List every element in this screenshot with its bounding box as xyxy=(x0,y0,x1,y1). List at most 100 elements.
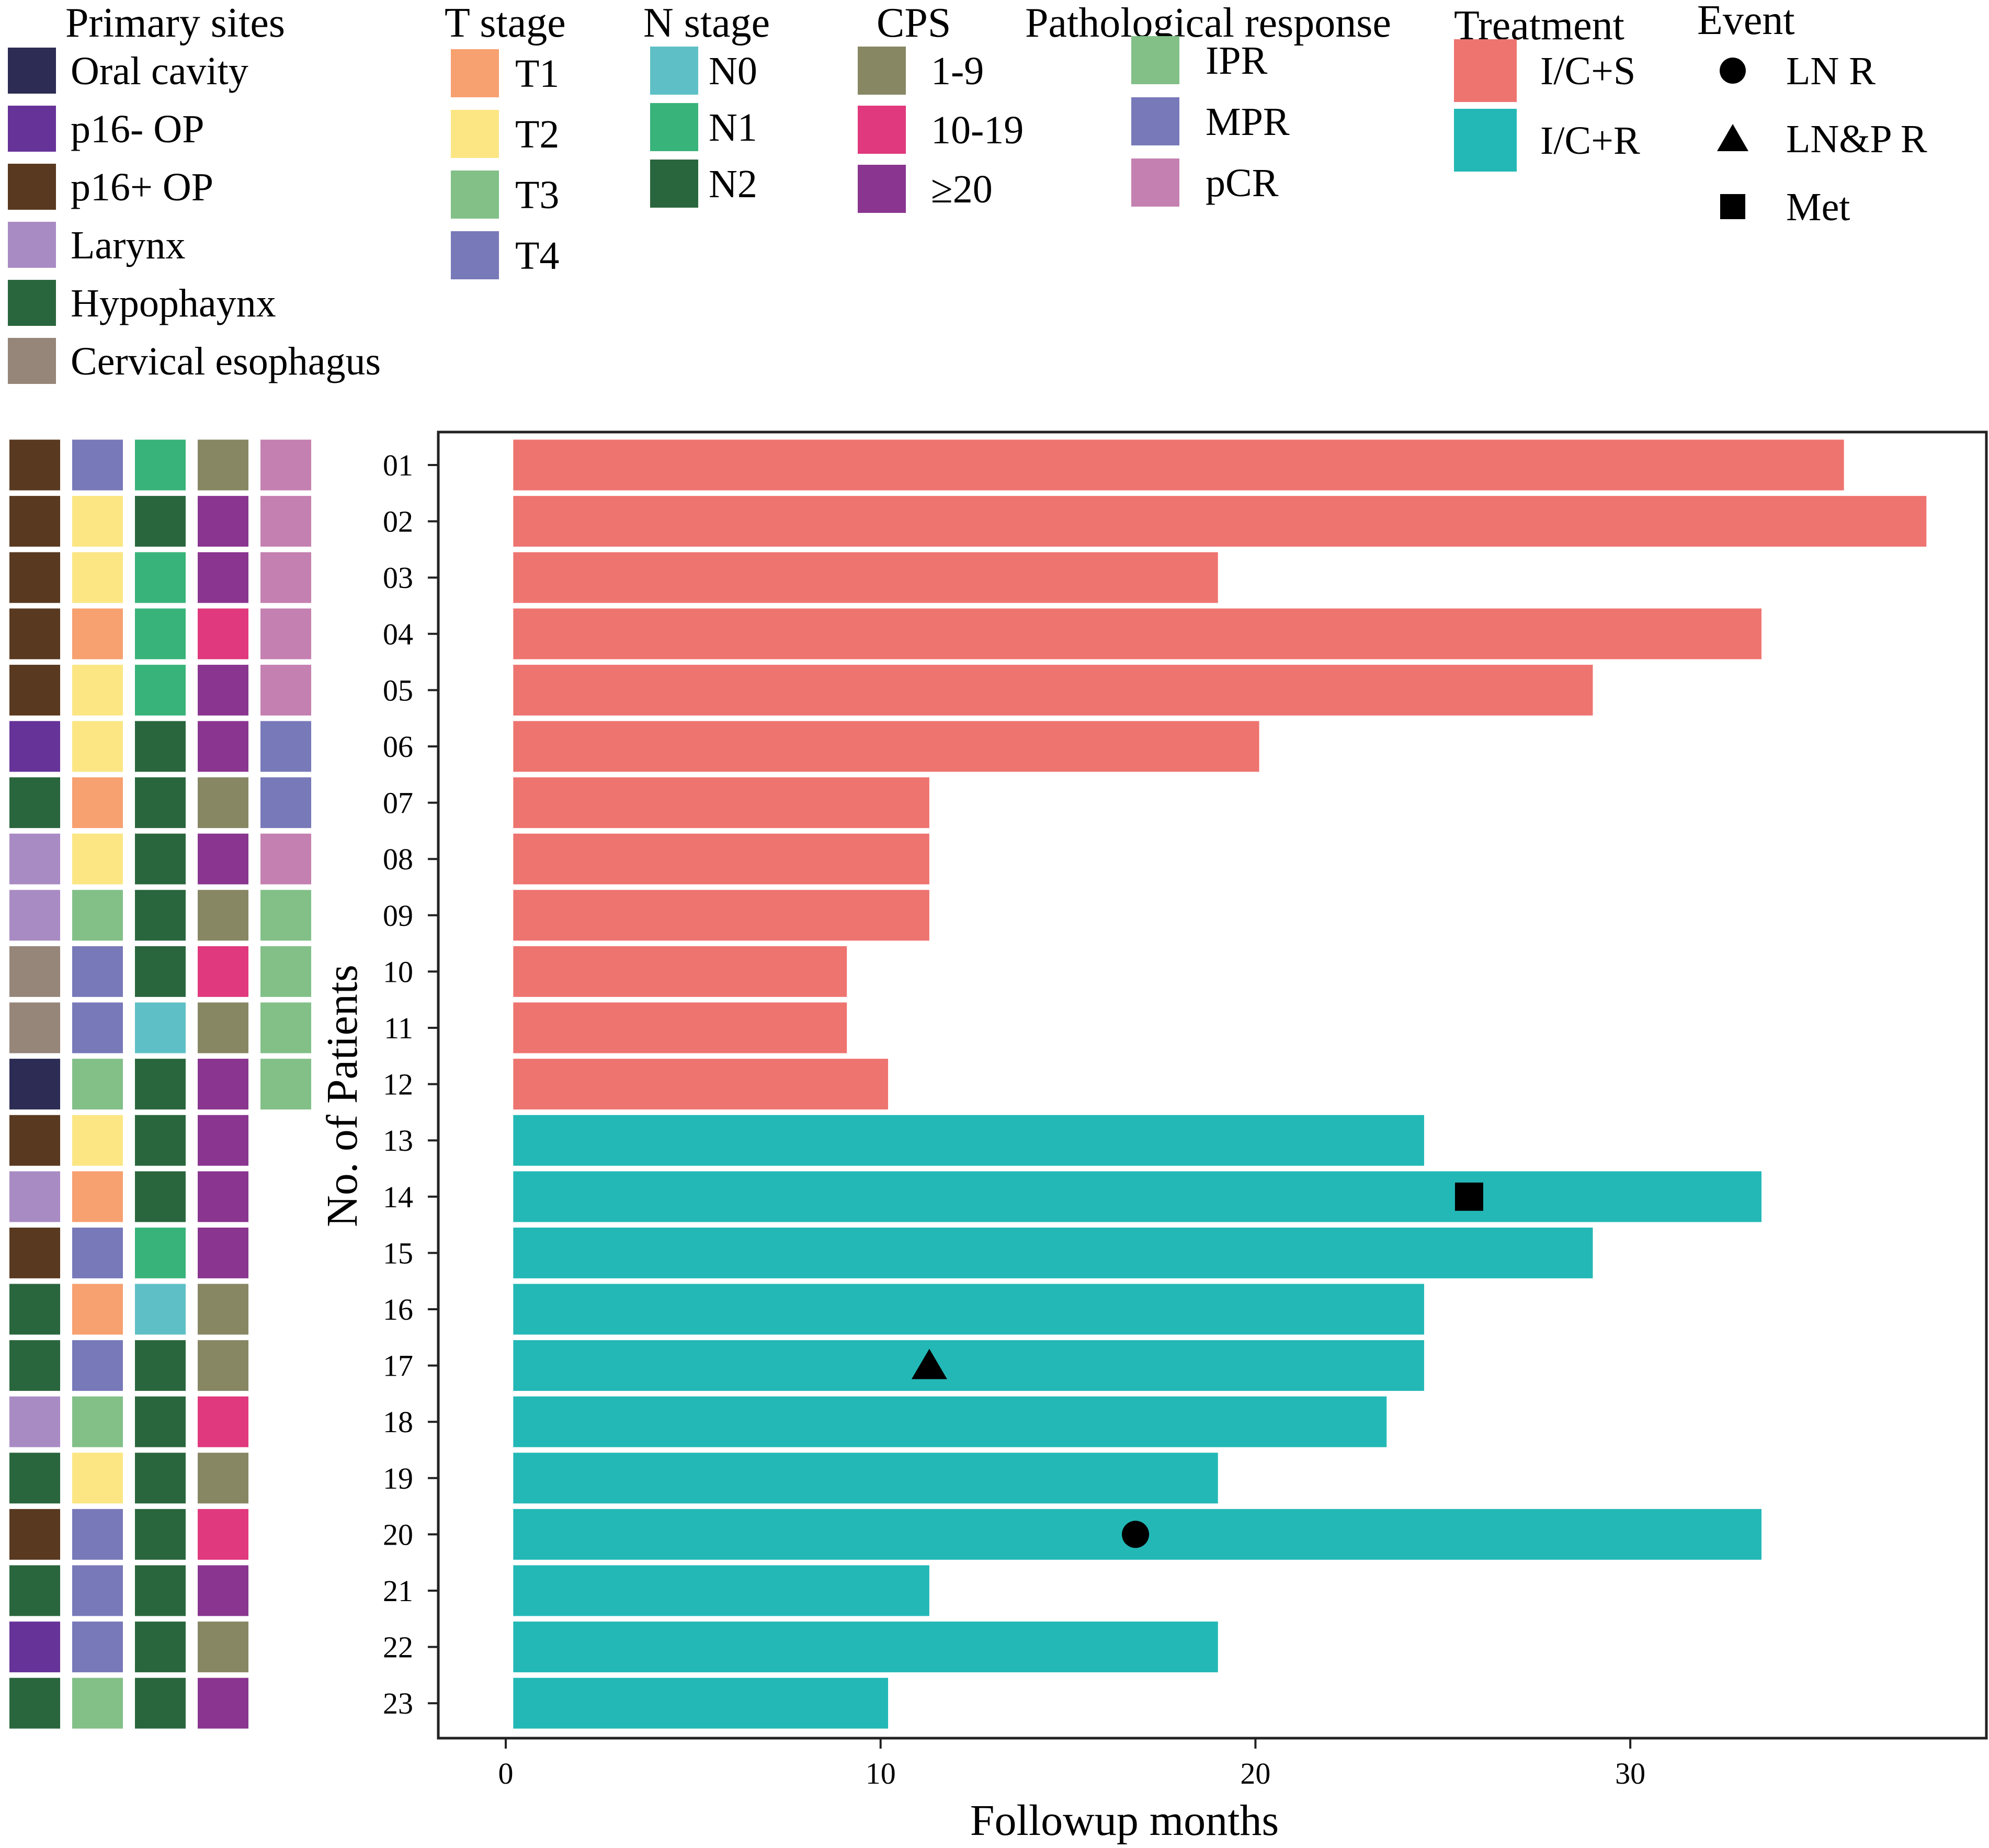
legend-title-n-stage: N stage xyxy=(643,0,770,46)
legend-label-primary-sites-cervical-esophagus: Cervical esophagus xyxy=(71,339,381,383)
legend-swatch-primary-sites-cervical-esophagus xyxy=(8,338,56,384)
bar-patient-03 xyxy=(513,552,1218,603)
annotation-tile-n-stage-19 xyxy=(135,1453,186,1504)
annotation-tile-primary-sites-14 xyxy=(9,1171,60,1222)
legend-label-treatment-i-c-s: I/C+S xyxy=(1540,49,1635,93)
y-tick-label-21: 21 xyxy=(383,1574,413,1608)
annotation-tile-n-stage-12 xyxy=(135,1059,186,1110)
y-tick-label-11: 11 xyxy=(384,1011,413,1045)
annotation-tile-cps-16 xyxy=(198,1284,248,1335)
legend-label-primary-sites-oral-cavity: Oral cavity xyxy=(71,49,248,93)
annotation-tile-cps-05 xyxy=(198,664,248,716)
square-icon xyxy=(1720,194,1745,219)
legend-label-treatment-i-c-r: I/C+R xyxy=(1540,119,1640,163)
annotation-tile-pathological-response-12 xyxy=(260,1059,311,1110)
legend-label-primary-sites-p16-op: p16- OP xyxy=(71,107,204,151)
bar-patient-14 xyxy=(513,1171,1761,1222)
y-tick-label-10: 10 xyxy=(383,955,413,989)
annotation-tile-primary-sites-22 xyxy=(9,1622,60,1673)
bars-group xyxy=(513,439,1927,1729)
y-tick-label-06: 06 xyxy=(383,730,413,764)
bar-patient-19 xyxy=(513,1453,1218,1504)
legend-swatch-primary-sites-larynx xyxy=(8,222,56,268)
bar-patient-15 xyxy=(513,1227,1593,1278)
legend-swatch-n-stage-n0 xyxy=(650,47,698,95)
x-tick-label-20: 20 xyxy=(1240,1756,1270,1790)
event-marker-ln-r-patient-20 xyxy=(1122,1521,1150,1548)
y-tick-label-02: 02 xyxy=(383,505,413,539)
annotation-tile-pathological-response-11 xyxy=(260,1002,311,1053)
y-tick-label-13: 13 xyxy=(383,1124,413,1158)
y-tick-label-22: 22 xyxy=(383,1630,413,1664)
legend-swatch-t-stage-t1 xyxy=(451,49,499,97)
annotation-tile-cps-02 xyxy=(198,496,248,547)
legend-label-n-stage-n1: N1 xyxy=(709,106,757,150)
annotation-tile-t-stage-16 xyxy=(72,1284,123,1335)
y-tick-label-19: 19 xyxy=(383,1461,413,1495)
event-markers xyxy=(911,1182,1483,1548)
legend-label-t-stage-t2: T2 xyxy=(515,112,559,156)
annotation-tile-primary-sites-23 xyxy=(9,1677,60,1729)
legend-label-event-ln-r: LN R xyxy=(1786,49,1876,93)
x-axis: 0 10 20 30 xyxy=(498,1738,1645,1790)
legend-label-n-stage-n0: N0 xyxy=(709,49,757,93)
legend-swatch-cps-10-19 xyxy=(858,106,906,154)
annotation-tile-t-stage-02 xyxy=(72,496,123,547)
annotation-tile-cps-20 xyxy=(198,1509,248,1560)
y-tick-label-23: 23 xyxy=(383,1686,413,1720)
annotation-tile-primary-sites-19 xyxy=(9,1453,60,1504)
bar-patient-04 xyxy=(513,608,1761,660)
annotation-tile-pathological-response-08 xyxy=(260,833,311,885)
annotation-tile-n-stage-22 xyxy=(135,1622,186,1673)
legend-swatch-cps-20 xyxy=(858,165,906,213)
bar-patient-07 xyxy=(513,777,929,829)
y-tick-label-03: 03 xyxy=(383,561,413,595)
legend-swatch-n-stage-n1 xyxy=(650,103,698,151)
x-axis-title: Followup months xyxy=(970,1796,1279,1845)
annotation-tile-cps-07 xyxy=(198,777,248,829)
legend-title-t-stage: T stage xyxy=(445,0,566,46)
annotation-tile-cps-01 xyxy=(198,439,248,491)
legend-swatch-t-stage-t2 xyxy=(451,110,499,158)
annotation-tile-primary-sites-20 xyxy=(9,1509,60,1560)
bar-patient-09 xyxy=(513,890,929,941)
annotation-tile-t-stage-15 xyxy=(72,1227,123,1278)
annotation-tile-n-stage-13 xyxy=(135,1115,186,1166)
y-tick-label-12: 12 xyxy=(383,1068,413,1102)
bar-patient-22 xyxy=(513,1622,1218,1673)
annotation-tile-primary-sites-16 xyxy=(9,1284,60,1335)
legend-label-t-stage-t4: T4 xyxy=(515,234,559,278)
annotation-tile-n-stage-21 xyxy=(135,1565,186,1616)
y-tick-label-20: 20 xyxy=(383,1517,413,1551)
bar-patient-23 xyxy=(513,1677,889,1729)
y-tick-label-01: 01 xyxy=(383,448,413,482)
bar-patient-02 xyxy=(513,496,1927,547)
legend-label-cps-10-19: 10-19 xyxy=(931,108,1024,152)
y-tick-label-17: 17 xyxy=(383,1349,413,1383)
legend-label-event-ln-p-r: LN&P R xyxy=(1786,117,1927,161)
annotation-tile-cps-10 xyxy=(198,946,248,997)
legend-label-primary-sites-larynx: Larynx xyxy=(71,223,185,267)
annotation-tile-primary-sites-21 xyxy=(9,1565,60,1616)
annotation-tile-t-stage-21 xyxy=(72,1565,123,1616)
annotation-tile-n-stage-18 xyxy=(135,1396,186,1447)
annotation-tile-cps-15 xyxy=(198,1227,248,1278)
legend-label-primary-sites-p16-op: p16+ OP xyxy=(71,165,213,209)
annotation-tile-primary-sites-17 xyxy=(9,1340,60,1391)
annotation-tile-t-stage-04 xyxy=(72,608,123,660)
legend-title-primary-sites: Primary sites xyxy=(65,0,285,46)
x-tick-label-0: 0 xyxy=(498,1756,514,1790)
annotation-tile-t-stage-11 xyxy=(72,1002,123,1053)
annotation-tile-primary-sites-13 xyxy=(9,1115,60,1166)
annotation-tile-pathological-response-01 xyxy=(260,439,311,491)
annotation-tile-t-stage-09 xyxy=(72,890,123,941)
annotation-tile-n-stage-16 xyxy=(135,1284,186,1335)
legend-swatch-primary-sites-p16-op xyxy=(8,106,56,152)
bar-patient-06 xyxy=(513,721,1259,772)
event-marker-met-patient-14 xyxy=(1454,1182,1483,1211)
legend-swatch-treatment-i-c-s xyxy=(1454,39,1517,102)
annotation-tile-n-stage-23 xyxy=(135,1677,186,1729)
legend-swatch-pathological-response-mpr xyxy=(1131,97,1179,145)
y-tick-label-16: 16 xyxy=(383,1293,413,1327)
